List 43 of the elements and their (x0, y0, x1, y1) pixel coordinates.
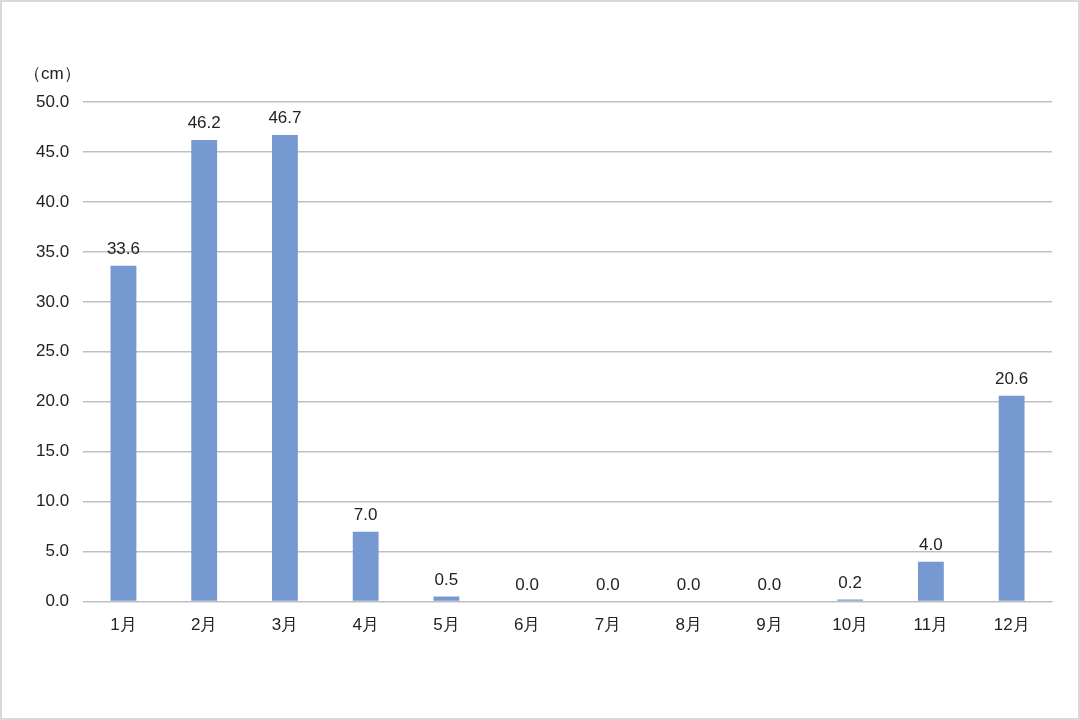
x-tick-label: 11月 (913, 615, 949, 635)
x-tick-label: 12月 (993, 615, 1030, 635)
bar (998, 395, 1025, 601)
y-tick-label: 5.0 (45, 541, 70, 561)
y-tick-label: 15.0 (35, 441, 70, 461)
y-tick-label: 20.0 (35, 391, 70, 411)
bar (352, 531, 379, 601)
bar (917, 561, 944, 601)
data-label: 0.0 (757, 574, 782, 594)
data-label: 0.5 (434, 569, 459, 589)
x-tick-label: 4月 (352, 615, 379, 635)
x-tick-label: 2月 (190, 615, 218, 635)
x-tick-label: 8月 (675, 615, 702, 635)
data-label: 0.0 (596, 574, 620, 594)
bar (272, 134, 298, 601)
x-tick-label: 10月 (832, 615, 869, 635)
x-tick-label: 5月 (433, 615, 460, 635)
y-tick-label: 30.0 (35, 291, 70, 311)
y-tick-label: 10.0 (35, 491, 70, 511)
data-label: 0.0 (515, 574, 539, 594)
data-label: 7.0 (353, 504, 378, 524)
y-tick-label: 35.0 (35, 241, 70, 261)
bar (110, 265, 137, 601)
bar (191, 139, 218, 601)
data-label: 20.6 (995, 368, 1029, 388)
y-tick-label: 40.0 (35, 191, 70, 211)
bar (433, 596, 460, 601)
data-label: 0.2 (838, 572, 862, 592)
x-tick-label: 1月 (110, 615, 137, 635)
x-tick-label: 7月 (594, 615, 622, 635)
data-label: 46.7 (268, 108, 302, 128)
data-label: 4.0 (919, 534, 943, 554)
x-tick-label: 9月 (756, 615, 783, 635)
x-tick-label: 3月 (271, 615, 299, 635)
y-axis-title: （cm） (24, 63, 81, 83)
y-tick-label: 45.0 (35, 141, 70, 161)
data-label: 0.0 (676, 574, 701, 594)
y-tick-label: 25.0 (35, 341, 70, 361)
y-tick-label: 50.0 (35, 91, 70, 111)
data-label: 33.6 (106, 239, 141, 259)
data-label: 46.2 (187, 113, 221, 133)
x-tick-label: 6月 (513, 615, 541, 635)
y-tick-label: 0.0 (45, 591, 70, 611)
